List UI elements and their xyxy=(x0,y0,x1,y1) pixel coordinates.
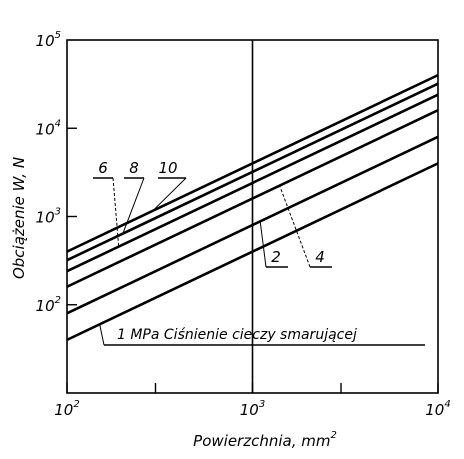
leader-10 xyxy=(152,177,187,212)
leader-2 xyxy=(259,221,267,268)
y-axis-title: Obciążenie W, N xyxy=(10,157,28,279)
x-tick-label: 103 xyxy=(240,399,265,419)
leader-1 xyxy=(99,324,105,346)
x-axis-title-main: Powierzchnia, mm xyxy=(193,432,330,450)
series-line-10 xyxy=(66,73,439,253)
series-line-1 xyxy=(66,162,439,342)
x-axis-title: Powierzchnia, mm2 xyxy=(193,430,337,450)
x-axis-title-exp: 2 xyxy=(330,430,336,441)
curve-label-10: 10 xyxy=(158,159,177,177)
series-line-4 xyxy=(66,109,439,288)
label-leaders xyxy=(93,177,425,346)
leader-8 xyxy=(122,177,145,234)
curve-label-8: 8 xyxy=(129,159,139,177)
leader-4 xyxy=(279,185,311,268)
y-tick-label: 104 xyxy=(36,118,61,138)
curve-label-2: 2 xyxy=(271,248,281,266)
x-tick-label: 104 xyxy=(425,399,450,419)
series-line-8 xyxy=(66,82,439,262)
x-tick-label: 102 xyxy=(54,399,79,419)
pressure-annotation: 1 MPa Ciśnienie cieczy smarującej xyxy=(117,327,357,343)
y-tick-label: 102 xyxy=(36,295,61,315)
y-tick-label: 105 xyxy=(36,30,61,50)
series-line-6 xyxy=(66,93,439,273)
leader-6 xyxy=(112,177,120,247)
series-lines xyxy=(66,73,439,342)
y-tick-label: 103 xyxy=(36,207,61,227)
curve-label-4: 4 xyxy=(315,248,325,266)
curve-label-6: 6 xyxy=(98,159,108,177)
series-line-2 xyxy=(66,135,439,315)
